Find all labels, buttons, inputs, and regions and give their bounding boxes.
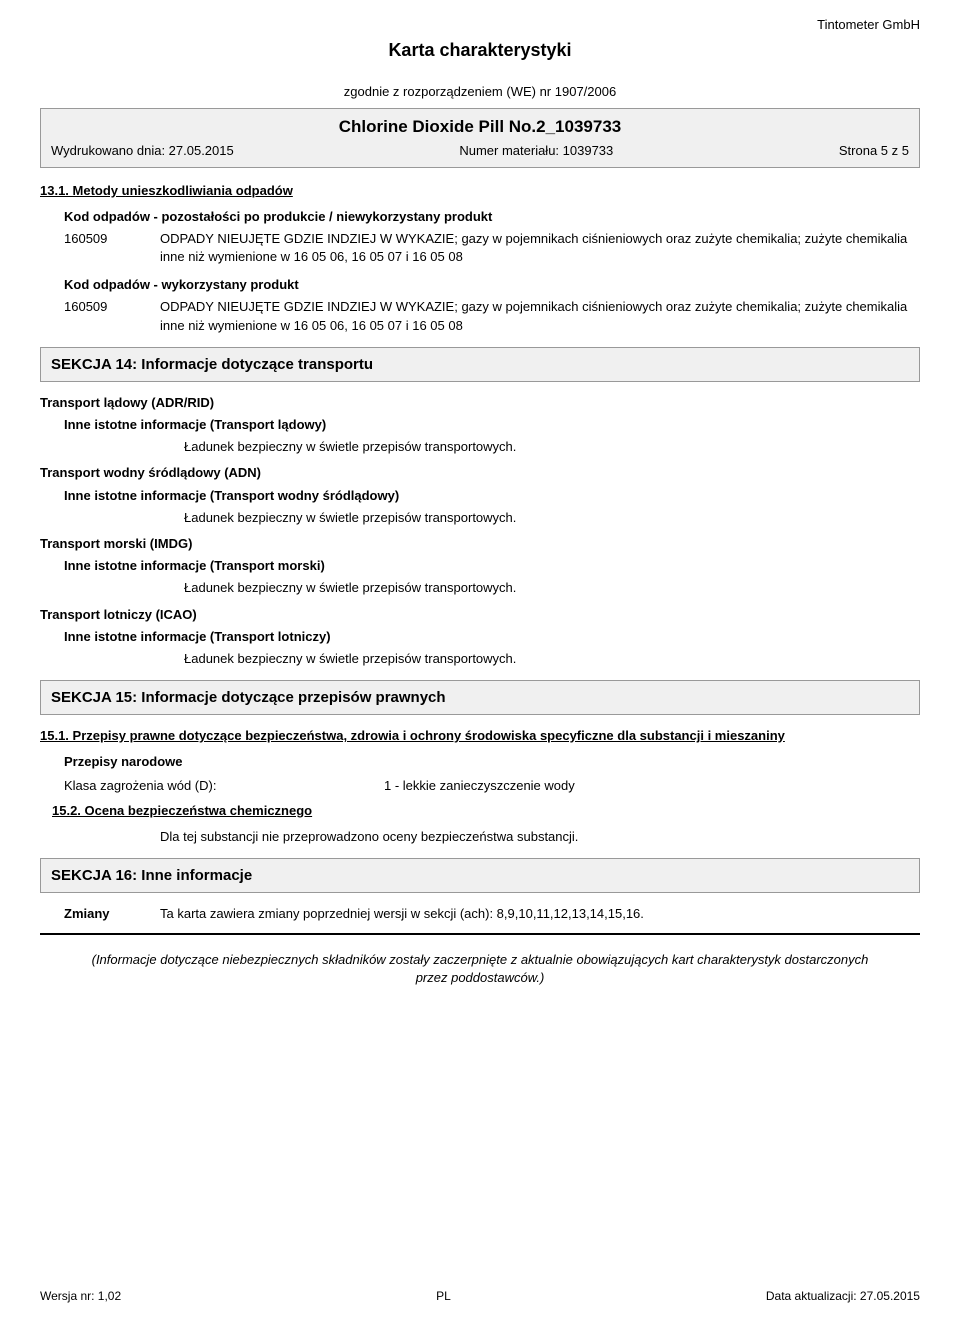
water-hazard-label: Klasa zagrożenia wód (D): xyxy=(64,777,384,795)
footer-update-date: Data aktualizacji: 27.05.2015 xyxy=(766,1288,920,1305)
transport-land-text: Ładunek bezpieczny w świetle przepisów t… xyxy=(64,438,920,456)
waste-1-desc: ODPADY NIEUJĘTE GDZIE INDZIEJ W WYKAZIE;… xyxy=(160,230,920,266)
transport-inland-heading: Transport wodny śródlądowy (ADN) xyxy=(40,464,920,482)
waste-1-code: 160509 xyxy=(64,230,160,266)
transport-sea-text: Ładunek bezpieczny w świetle przepisów t… xyxy=(64,579,920,597)
waste-2-title: Kod odpadów - wykorzystany produkt xyxy=(64,276,920,294)
section-15-header: SEKCJA 15: Informacje dotyczące przepisó… xyxy=(40,680,920,715)
assessment-text: Dla tej substancji nie przeprowadzono oc… xyxy=(40,828,920,846)
transport-sea-heading: Transport morski (IMDG) xyxy=(40,535,920,553)
header-meta-row: Wydrukowano dnia: 27.05.2015 Numer mater… xyxy=(51,142,909,160)
waste-2-code: 160509 xyxy=(64,298,160,334)
transport-air: Transport lotniczy (ICAO) Inne istotne i… xyxy=(40,606,920,669)
section-13-1-heading: 13.1. Metody unieszkodliwiania odpadów xyxy=(40,182,920,200)
transport-air-text: Ładunek bezpieczny w świetle przepisów t… xyxy=(64,650,920,668)
waste-1-title: Kod odpadów - pozostałości po produkcie … xyxy=(64,208,920,226)
transport-air-heading: Transport lotniczy (ICAO) xyxy=(40,606,920,624)
regulation-text: zgodnie z rozporządzeniem (WE) nr 1907/2… xyxy=(40,83,920,101)
header-box: Chlorine Dioxide Pill No.2_1039733 Wydru… xyxy=(40,108,920,168)
waste-2-desc: ODPADY NIEUJĘTE GDZIE INDZIEJ W WYKAZIE;… xyxy=(160,298,920,334)
transport-inland-sub: Inne istotne informacje (Transport wodny… xyxy=(64,487,920,505)
waste-block-2: Kod odpadów - wykorzystany produkt 16050… xyxy=(40,276,920,335)
waste-block-1: Kod odpadów - pozostałości po produkcie … xyxy=(40,208,920,267)
section-15-1-heading: 15.1. Przepisy prawne dotyczące bezpiecz… xyxy=(40,727,920,745)
company-name: Tintometer GmbH xyxy=(40,16,920,34)
transport-inland-text: Ładunek bezpieczny w świetle przepisów t… xyxy=(64,509,920,527)
transport-inland: Transport wodny śródlądowy (ADN) Inne is… xyxy=(40,464,920,527)
document-title: Karta charakterystyki xyxy=(40,38,920,63)
transport-land-heading: Transport lądowy (ADR/RID) xyxy=(40,394,920,412)
transport-sea-sub: Inne istotne informacje (Transport morsk… xyxy=(64,557,920,575)
section-15-2-heading: 15.2. Ocena bezpieczeństwa chemicznego xyxy=(40,802,920,820)
transport-sea: Transport morski (IMDG) Inne istotne inf… xyxy=(40,535,920,598)
horizontal-rule xyxy=(40,933,920,935)
section-14-header: SEKCJA 14: Informacje dotyczące transpor… xyxy=(40,347,920,382)
transport-land-sub: Inne istotne informacje (Transport lądow… xyxy=(64,416,920,434)
footer-version: Wersja nr: 1,02 xyxy=(40,1288,121,1305)
disclaimer: (Informacje dotyczące niebezpiecznych sk… xyxy=(40,951,920,987)
water-hazard-row: Klasa zagrożenia wód (D): 1 - lekkie zan… xyxy=(64,777,920,795)
page-footer: Wersja nr: 1,02 PL Data aktualizacji: 27… xyxy=(40,1288,920,1305)
changes-text: Ta karta zawiera zmiany poprzedniej wers… xyxy=(160,905,920,923)
changes-block: Zmiany Ta karta zawiera zmiany poprzedni… xyxy=(40,905,920,923)
water-hazard-value: 1 - lekkie zanieczyszczenie wody xyxy=(384,777,920,795)
changes-label: Zmiany xyxy=(40,905,160,923)
national-regulations-heading: Przepisy narodowe xyxy=(40,753,920,771)
section-16-header: SEKCJA 16: Inne informacje xyxy=(40,858,920,893)
transport-air-sub: Inne istotne informacje (Transport lotni… xyxy=(64,628,920,646)
material-number: Numer materiału: 1039733 xyxy=(459,142,613,160)
footer-lang: PL xyxy=(436,1288,451,1305)
product-name: Chlorine Dioxide Pill No.2_1039733 xyxy=(51,115,909,139)
page-number: Strona 5 z 5 xyxy=(839,142,909,160)
print-date: Wydrukowano dnia: 27.05.2015 xyxy=(51,142,234,160)
transport-land: Transport lądowy (ADR/RID) Inne istotne … xyxy=(40,394,920,457)
